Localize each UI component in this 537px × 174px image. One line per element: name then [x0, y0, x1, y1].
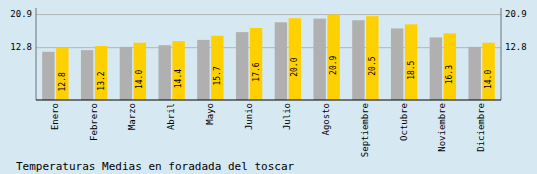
bar	[158, 45, 170, 100]
data-label: 20.9	[329, 55, 338, 74]
y2-tick-label: 12.8	[505, 42, 527, 52]
x-tick-label: Julio	[282, 103, 292, 130]
data-label: 18.5	[407, 60, 416, 79]
data-label: 13.2	[97, 71, 106, 90]
x-tick-label: Junio	[244, 103, 254, 130]
bar	[405, 24, 417, 100]
bar	[289, 18, 301, 100]
y-tick-label: 20.9	[10, 9, 32, 19]
y-tick-label: 12.8	[10, 42, 32, 52]
x-tick-label: Marzo	[127, 103, 137, 130]
bar	[42, 52, 54, 100]
bar	[56, 48, 68, 100]
y2-tick-label: 20.9	[505, 9, 527, 19]
x-tick-label: Abril	[166, 103, 176, 130]
bar	[430, 37, 442, 100]
bar	[327, 15, 339, 100]
x-tick-label: Noviembre	[437, 103, 447, 152]
bar	[134, 43, 146, 100]
y2-axis-line	[501, 8, 502, 100]
y-axis-line	[36, 8, 37, 100]
bar	[275, 22, 287, 100]
bar	[236, 32, 248, 100]
x-tick-label: Febrero	[89, 103, 99, 141]
x-tick-label: Mayo	[205, 103, 215, 125]
bar	[352, 20, 364, 100]
bar	[95, 46, 107, 100]
bar	[81, 50, 93, 100]
chart: 12.8 20.9 12.8 20.9 12.8 13.2 14.0 14.4 15.7 17.6…	[0, 0, 537, 174]
x-tick-label: Enero	[50, 103, 60, 130]
bar	[120, 47, 132, 100]
bar	[313, 19, 325, 100]
bar	[482, 43, 494, 100]
x-tick-label: Agosto	[321, 103, 331, 136]
data-label: 20.5	[368, 56, 377, 75]
data-label: 15.7	[213, 66, 222, 85]
bar	[366, 16, 378, 100]
bars	[42, 15, 495, 100]
x-tick-label: Septiembre	[360, 103, 370, 157]
title: Temperaturas Medias en foradada del tosc…	[16, 160, 295, 173]
x-tick-label: Octubre	[399, 103, 409, 141]
bar	[211, 36, 223, 100]
data-label: 12.8	[58, 72, 67, 91]
bar	[444, 33, 456, 100]
x-axis-line	[36, 99, 501, 100]
data-label: 14.4	[174, 69, 183, 88]
data-label: 16.3	[445, 65, 454, 84]
bar	[391, 28, 403, 100]
bar	[197, 40, 209, 100]
data-label: 17.6	[252, 62, 261, 81]
data-label: 20.0	[290, 57, 299, 76]
x-tick-label: Diciembre	[476, 103, 486, 152]
bar	[468, 47, 480, 100]
bar	[172, 41, 184, 100]
grid-line	[36, 14, 501, 15]
data-label: 14.0	[484, 70, 493, 89]
bar	[250, 28, 262, 100]
data-label: 14.0	[135, 70, 144, 89]
